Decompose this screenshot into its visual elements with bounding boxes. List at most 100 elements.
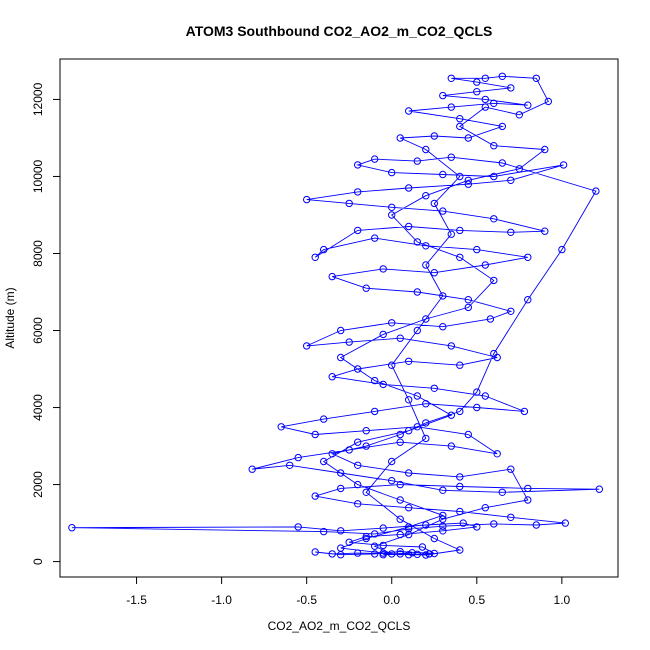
data-point — [345, 199, 353, 208]
data-point — [493, 450, 501, 458]
data-point — [439, 527, 447, 535]
data-point — [544, 97, 552, 106]
data-point — [396, 547, 404, 556]
data-point — [464, 430, 472, 439]
data-point — [456, 253, 464, 261]
data-point — [405, 427, 413, 435]
y-tick-label: 8000 — [31, 240, 45, 267]
data-point — [473, 388, 481, 396]
data-point — [481, 74, 489, 83]
data-point — [430, 199, 438, 208]
data-point — [388, 211, 396, 219]
data-point — [464, 134, 472, 142]
data-point — [422, 145, 430, 154]
data-point — [447, 230, 455, 238]
data-point — [459, 519, 467, 527]
data-point — [486, 315, 495, 323]
data-point — [481, 261, 489, 269]
data-point — [396, 480, 404, 489]
data-point — [422, 315, 430, 323]
data-point — [439, 292, 447, 300]
data-point — [311, 548, 319, 556]
y-tick-label: 6000 — [31, 317, 45, 344]
data-point — [439, 170, 447, 179]
data-point — [328, 373, 336, 381]
data-point — [320, 245, 328, 254]
y-tick-label: 12000 — [31, 82, 45, 116]
data-point — [439, 91, 447, 100]
data-point — [371, 234, 379, 242]
data-point — [464, 303, 472, 312]
data-point — [405, 222, 413, 231]
data-point — [447, 411, 455, 419]
data-point — [405, 530, 413, 539]
data-point — [379, 524, 387, 532]
data-point — [388, 203, 396, 212]
data-point — [422, 242, 430, 250]
data-point — [388, 550, 396, 558]
data-point — [473, 78, 481, 86]
x-axis-label: CO2_AO2_m_CO2_QCLS — [268, 619, 411, 633]
data-point — [328, 450, 336, 458]
data-point — [371, 376, 379, 385]
data-point — [320, 457, 328, 466]
data-point — [561, 519, 569, 527]
data-point — [248, 465, 256, 473]
data-point — [430, 269, 438, 277]
data-point — [447, 74, 455, 83]
x-tick-label: 0.5 — [468, 593, 485, 607]
data-point — [337, 353, 345, 362]
data-point — [362, 532, 370, 541]
data-point — [337, 527, 345, 535]
data-point — [515, 111, 523, 119]
data-point — [405, 469, 413, 477]
data-point — [473, 403, 481, 412]
data-point — [354, 500, 362, 508]
data-point — [447, 442, 455, 450]
x-tick-label: -0.5 — [296, 593, 317, 607]
data-point — [405, 396, 413, 404]
data-point — [413, 238, 421, 246]
data-point — [490, 349, 498, 358]
data-point — [396, 496, 404, 504]
data-point — [490, 142, 498, 150]
data-point — [388, 477, 396, 485]
data-point — [456, 473, 464, 481]
data-point — [379, 549, 387, 557]
data-point — [303, 195, 311, 204]
data-point — [396, 530, 404, 539]
data-point — [507, 307, 515, 315]
data-point — [396, 438, 404, 446]
data-point — [464, 176, 472, 185]
data-point — [362, 427, 370, 435]
data-point — [456, 507, 464, 516]
data-point — [490, 520, 498, 528]
data-point — [439, 515, 447, 523]
data-point — [447, 342, 455, 350]
data-point — [413, 288, 421, 296]
data-point — [498, 72, 506, 81]
data-point — [354, 480, 362, 489]
data-point — [354, 365, 362, 373]
data-point — [371, 530, 379, 538]
data-point — [524, 101, 532, 109]
data-point — [447, 103, 455, 111]
x-axis: -1.5 -1.0 -0.5 0.0 0.5 1.0 — [126, 577, 571, 607]
data-point — [422, 551, 430, 559]
data-point — [439, 323, 447, 331]
data-point — [418, 543, 427, 551]
data-point — [520, 407, 529, 416]
data-point — [379, 330, 387, 339]
data-point — [354, 161, 362, 169]
data-point — [490, 215, 498, 223]
data-point — [425, 550, 433, 558]
data-point — [473, 245, 481, 254]
data-point — [379, 265, 387, 273]
data-point — [507, 176, 515, 185]
data-point — [354, 226, 362, 235]
data-point — [439, 486, 447, 494]
data-point — [490, 99, 498, 108]
data-point — [405, 551, 413, 559]
